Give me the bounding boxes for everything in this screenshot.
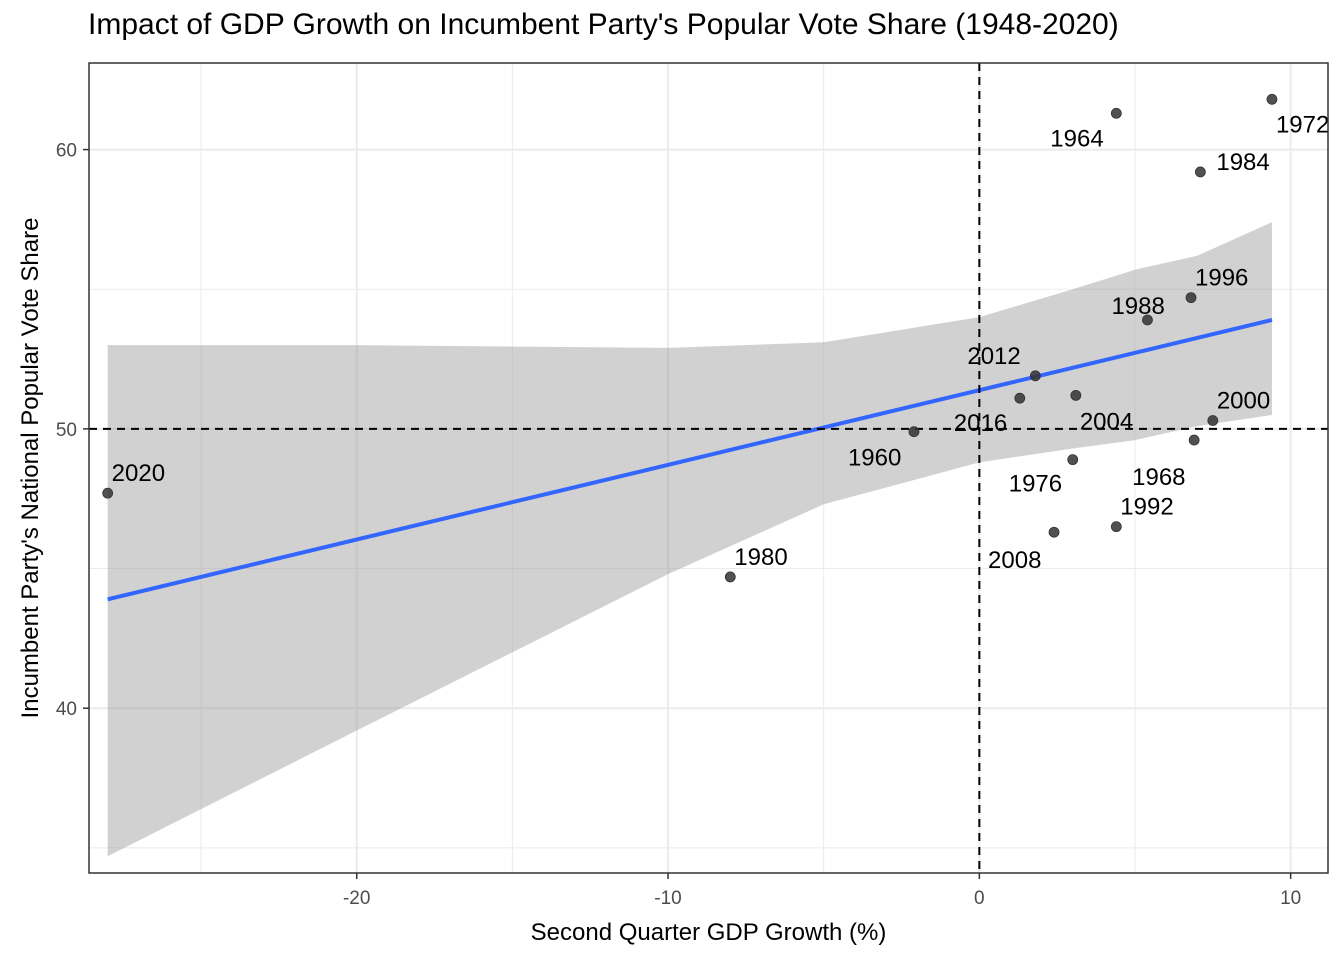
point-label: 1964	[1050, 125, 1103, 152]
x-tick-label: 0	[974, 888, 985, 909]
point-label: 1980	[734, 544, 787, 571]
chart-title: Impact of GDP Growth on Incumbent Party'…	[88, 8, 1119, 41]
point-label: 1976	[1009, 471, 1062, 498]
point-label: 2012	[967, 343, 1020, 370]
data-point	[1110, 521, 1122, 533]
data-point	[1048, 526, 1060, 538]
point-label: 2004	[1080, 408, 1133, 435]
point-label: 1996	[1195, 265, 1248, 292]
point-label: 1988	[1111, 293, 1164, 320]
point-label: 1992	[1120, 494, 1173, 521]
data-point	[1207, 415, 1219, 426]
data-point	[1188, 434, 1200, 446]
point-label: 1960	[848, 445, 901, 472]
point-label: 2008	[988, 547, 1041, 574]
point-label: 2000	[1217, 388, 1270, 415]
data-point	[1029, 370, 1041, 382]
x-tick-label: -20	[343, 888, 370, 909]
y-tick-label: 40	[56, 699, 77, 720]
data-point	[1266, 93, 1278, 105]
data-point	[1185, 292, 1197, 304]
regression-line	[107, 318, 1273, 602]
y-axis-title: Incumbent Party's National Popular Vote …	[17, 218, 44, 719]
x-axis-title: Second Quarter GDP Growth (%)	[531, 919, 887, 946]
x-tick-label: -10	[654, 888, 681, 909]
plot-border	[88, 62, 1329, 874]
data-point	[1142, 314, 1153, 326]
x-tick-label: 10	[1280, 888, 1301, 909]
point-label: 1972	[1276, 111, 1329, 138]
data-point	[1067, 454, 1079, 466]
point-label: 2016	[954, 410, 1007, 437]
data-point	[908, 426, 920, 438]
data-point	[102, 487, 114, 499]
confidence-band	[107, 222, 1272, 857]
y-tick-label: 50	[56, 420, 77, 441]
data-point	[1110, 107, 1122, 119]
point-label: 1968	[1132, 464, 1185, 491]
data-point	[1070, 389, 1082, 401]
data-point	[1194, 166, 1206, 178]
plot-panel	[89, 63, 1328, 873]
point-label: 2020	[112, 460, 165, 487]
point-label: 1984	[1216, 149, 1269, 176]
data-point	[724, 571, 736, 583]
data-point	[1014, 392, 1026, 404]
y-tick-label: 60	[56, 141, 77, 162]
